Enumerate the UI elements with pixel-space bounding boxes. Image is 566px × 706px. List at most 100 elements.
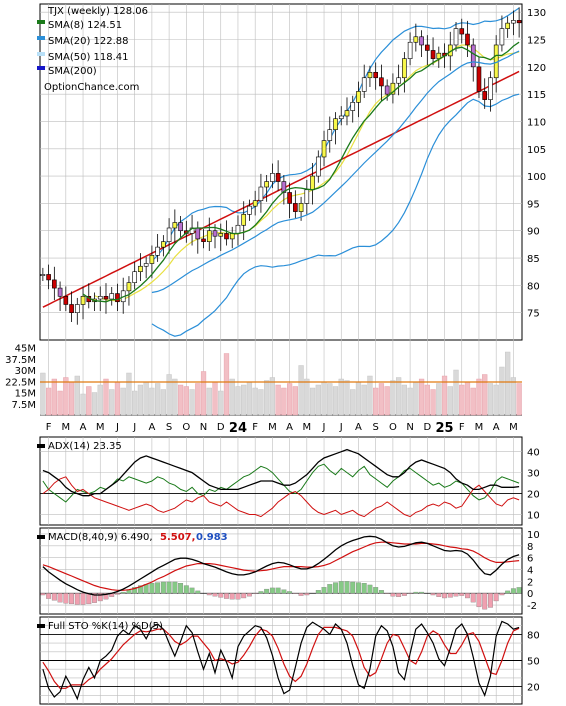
macd-histogram-bar (160, 581, 166, 594)
candle-body (402, 58, 407, 79)
volume-bar (441, 375, 448, 416)
candle-body (275, 173, 281, 182)
candle-body (384, 85, 390, 95)
x-tick-label: A (80, 422, 87, 433)
legend-swatch (37, 624, 45, 628)
candle-body (178, 222, 183, 232)
volume-bar (292, 386, 298, 416)
candle-body (143, 263, 149, 267)
volume-bar (315, 384, 321, 416)
volume-bar (424, 384, 430, 416)
x-tick-label: A (355, 422, 362, 433)
y-tick-label: 120 (527, 63, 546, 74)
volume-bar (413, 381, 419, 416)
volume-bar (252, 387, 258, 416)
macd-histogram-bar (103, 593, 109, 600)
candle-body (488, 77, 493, 100)
plus-di-line (42, 463, 520, 503)
volume-bar (45, 387, 52, 416)
macd-histogram-bar (407, 593, 413, 594)
macd-histogram-bar (195, 590, 201, 594)
volume-bar (97, 384, 103, 416)
macd-histogram-bar (493, 593, 499, 602)
macd-histogram-bar (51, 593, 57, 601)
y-tick-label: 45M (15, 344, 36, 355)
candle-body (281, 181, 287, 193)
volume-bar (350, 389, 356, 416)
y-tick-label: 75 (527, 309, 540, 320)
macd-histogram-bar (74, 593, 80, 605)
y-tick-label: 30 (527, 469, 540, 480)
macd-histogram-bar (378, 590, 384, 594)
macd-histogram-bar (304, 593, 310, 596)
x-tick-label: O (389, 422, 397, 433)
macd-histogram-bar (465, 593, 470, 599)
volume-bar (286, 383, 293, 416)
candle-body (344, 110, 350, 117)
volume-bar (304, 378, 310, 416)
volume-bar (338, 378, 344, 416)
macd-histogram-bar (516, 587, 522, 594)
macd-histogram-bar (183, 585, 189, 594)
volume-bar (155, 383, 161, 416)
volume-bar (373, 387, 379, 416)
volume-bar (57, 390, 63, 416)
volume-bar (200, 371, 207, 416)
volume-bar (86, 386, 92, 416)
y-tick-label: 4 (527, 566, 533, 577)
candle-body (229, 233, 235, 240)
candle-body (218, 233, 224, 237)
candle-body (161, 241, 166, 248)
y-tick-label: 10 (527, 530, 540, 541)
y-tick-label: 130 (527, 8, 546, 19)
candle-body (499, 28, 505, 46)
candle-body (396, 77, 401, 84)
stochastic-panel: 80 50 20 (37, 616, 540, 705)
volume-bar (177, 384, 184, 416)
volume-bar (487, 383, 494, 416)
candle-body (476, 66, 482, 92)
volume-bar (396, 377, 402, 416)
sma20-line (151, 50, 520, 294)
volume-bar (275, 384, 281, 416)
bollinger-lower-line (151, 93, 520, 337)
macd-histogram-bar (212, 593, 218, 597)
candle-body (57, 287, 63, 297)
candle-body (379, 77, 384, 87)
volume-bar (390, 380, 396, 416)
macd-histogram-bar (218, 593, 224, 598)
macd-signal-label: 5.507, (160, 532, 195, 543)
y-tick-label: 85 (527, 254, 540, 265)
macd-histogram-bar (338, 581, 344, 594)
y-tick-label: 15M (15, 389, 36, 400)
candle-body (46, 274, 51, 281)
candle-body (338, 115, 344, 120)
adx-title: ADX(14) 23.35 (48, 441, 122, 452)
macd-histogram-bar (396, 593, 402, 597)
volume-bar (499, 366, 505, 416)
macd-histogram-bar (447, 593, 453, 598)
volume-bar (430, 389, 436, 416)
macd-histogram-bar (149, 583, 155, 594)
volume-bar (51, 378, 57, 416)
candle-body (511, 20, 516, 24)
candle-body (172, 222, 178, 229)
candle-body (321, 140, 327, 158)
y-tick-label: 80 (527, 630, 540, 641)
x-tick-label: S (166, 422, 172, 433)
volume-bar (505, 351, 511, 416)
macd-histogram-bar (401, 593, 407, 596)
y-tick-label: 40 (527, 448, 540, 459)
macd-histogram-bar (57, 593, 63, 603)
x-tick-label: 25 (435, 421, 453, 436)
macd-histogram-bar (333, 582, 338, 594)
y-tick-label: 115 (527, 90, 546, 101)
candle-body (69, 304, 74, 313)
x-tick-label: J (132, 422, 136, 433)
candle-body (97, 295, 103, 300)
legend-swatch (37, 20, 45, 24)
candle-body (74, 304, 80, 313)
macd-histogram-bar (189, 587, 195, 594)
